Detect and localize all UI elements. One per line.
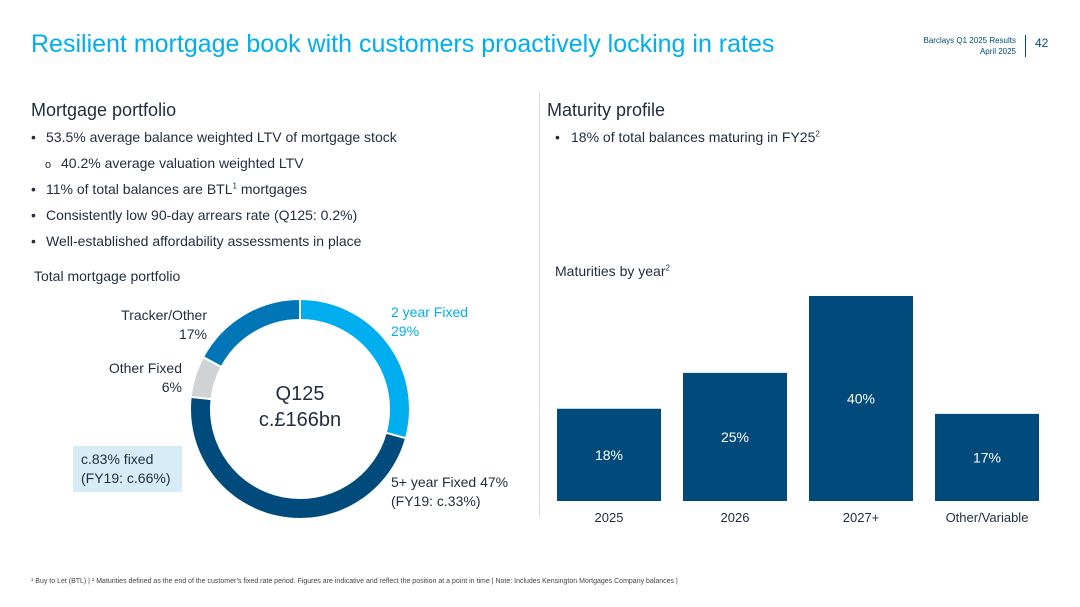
donut-chart-title: Total mortgage portfolio <box>34 268 181 284</box>
page-title: Resilient mortgage book with customers p… <box>31 30 775 58</box>
bar-category-label: Other/Variable <box>946 510 1029 525</box>
circle-bullet-icon: o <box>45 159 52 171</box>
section-divider <box>539 92 540 517</box>
mortgage-portfolio-title: Mortgage portfolio <box>31 100 177 120</box>
bar-category-label: 2025 <box>595 510 624 525</box>
label-five-year: 5+ year Fixed 47% (FY19: c.33%) <box>391 474 509 509</box>
bullet-dot-icon: • <box>31 129 36 145</box>
doc-info: Barclays Q1 2025 Results April 2025 <box>924 35 1017 57</box>
bar-category-label: 2026 <box>721 510 750 525</box>
bar-chart-title: Maturities by year2 <box>555 263 670 279</box>
bullet-item: • Well-established affordability assessm… <box>31 233 362 249</box>
bar-category-label: 2027+ <box>843 510 880 525</box>
bar-2026 <box>683 372 787 501</box>
bar-value-label: 40% <box>847 391 875 407</box>
bullet-dot-icon: • <box>555 129 560 145</box>
header-divider <box>1025 35 1026 57</box>
doc-date: April 2025 <box>979 47 1016 56</box>
bullet-item: • 18% of total balances maturing in FY25… <box>555 129 820 145</box>
bullet-dot-icon: • <box>31 181 36 197</box>
bar-value-label: 17% <box>973 449 1001 465</box>
donut-center-line1: Q125 <box>275 383 325 405</box>
sub-bullet-item: o 40.2% average valuation weighted LTV <box>31 154 397 180</box>
bar-value-label: 25% <box>721 429 749 445</box>
doc-name: Barclays Q1 2025 Results <box>923 36 1017 45</box>
bullet-item: • 11% of total balances are BTL1 mortgag… <box>31 181 308 197</box>
donut-slice-tracker-other <box>201 297 301 369</box>
bar-2027- <box>809 296 913 501</box>
footnote: ¹ Buy to Let (BTL) | ² Maturities define… <box>31 578 678 585</box>
donut-center-line2: c.£166bn <box>258 409 342 431</box>
bullet-item: • 53.5% average balance weighted LTV of … <box>31 129 397 145</box>
maturity-bullets: • 18% of total balances maturing in FY25… <box>555 128 820 154</box>
fixed-share-callout: c.83% fixed (FY19: c.66%) <box>73 446 182 492</box>
label-other-fixed: Other Fixed 6% <box>108 360 182 395</box>
bar-value-label: 18% <box>595 447 623 463</box>
bar-2025 <box>557 408 661 501</box>
label-two-year: 2 year Fixed 29% <box>391 304 469 339</box>
page-number: 42 <box>1035 36 1049 50</box>
bullet-item: • Consistently low 90-day arrears rate (… <box>31 207 358 223</box>
maturity-profile-title: Maturity profile <box>547 100 666 120</box>
bar-other-variable <box>935 413 1039 501</box>
bullet-dot-icon: • <box>31 207 36 223</box>
label-tracker: Tracker/Other 17% <box>121 307 207 342</box>
mortgage-bullets: • 53.5% average balance weighted LTV of … <box>31 128 397 258</box>
bullet-dot-icon: • <box>31 233 36 249</box>
